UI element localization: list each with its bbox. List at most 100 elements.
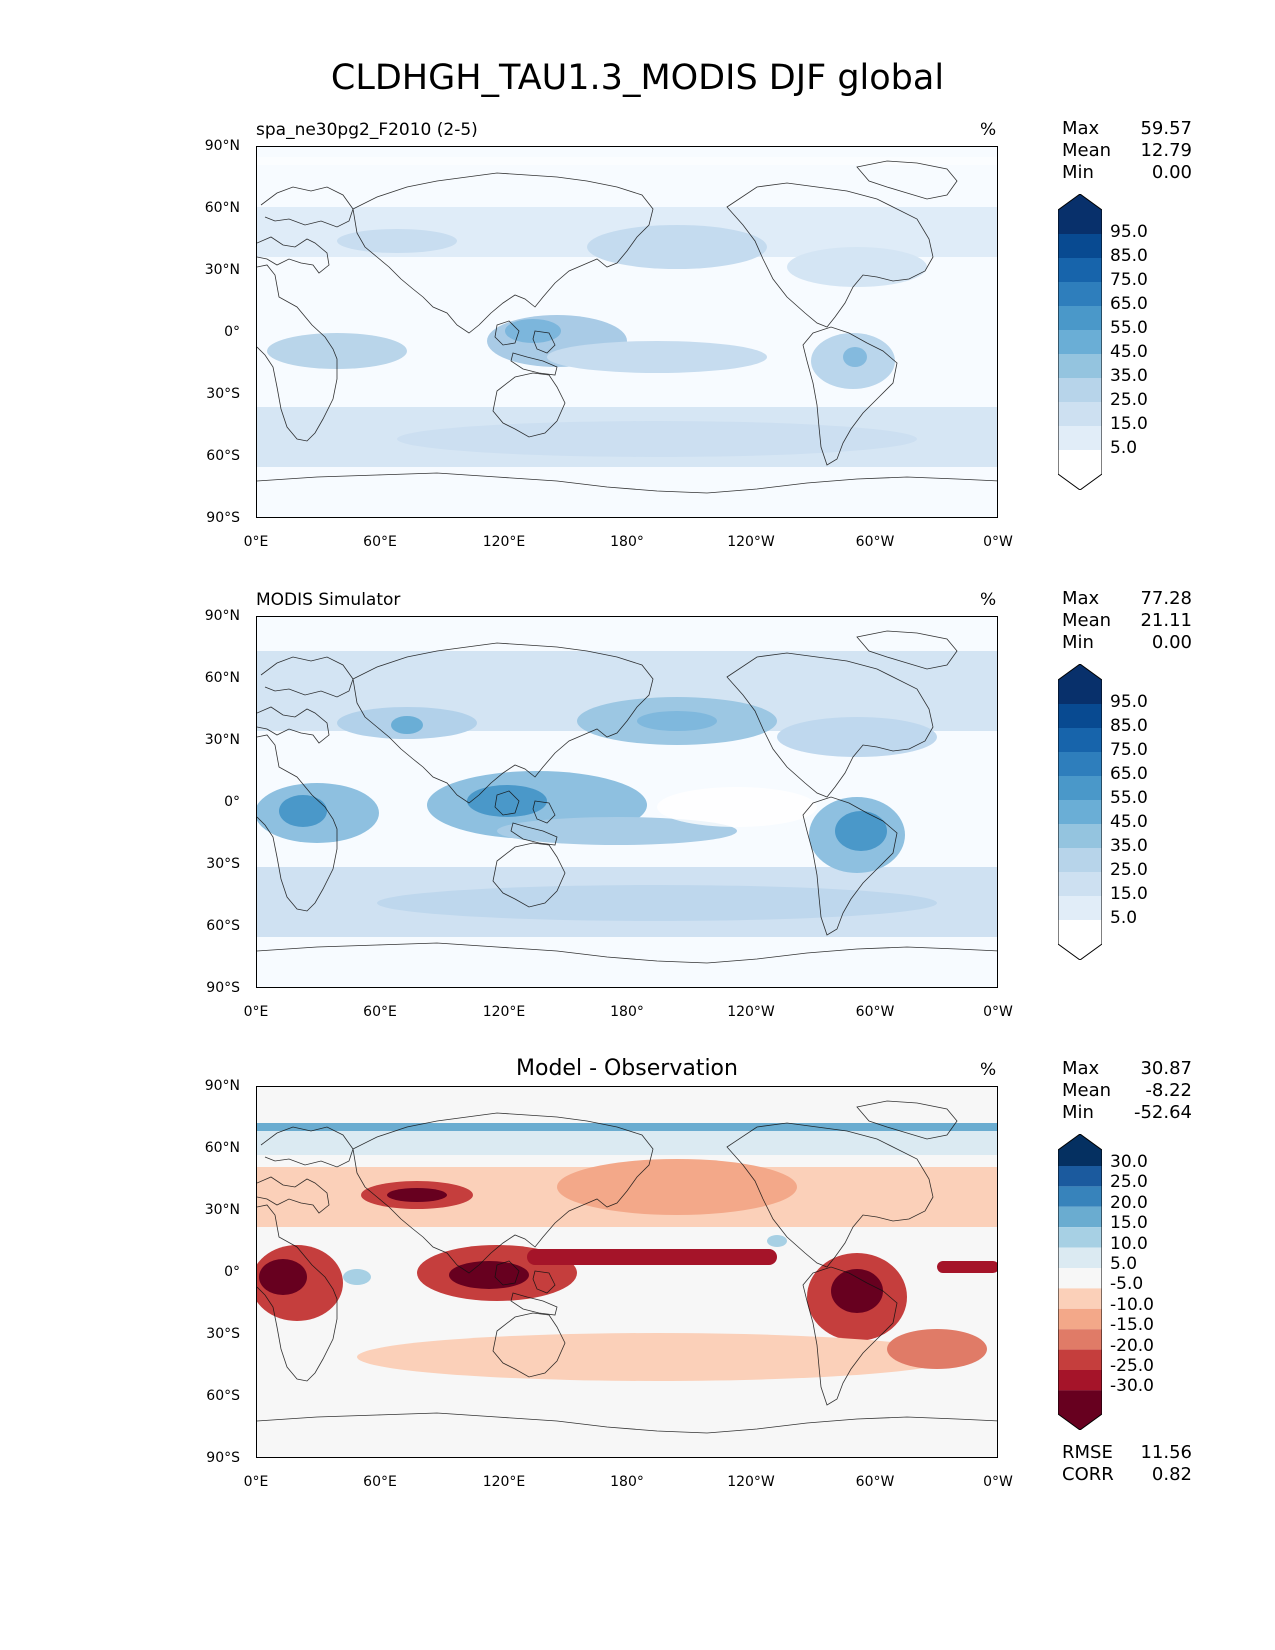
lat-label: 30°S [206,386,240,402]
stat-row: Min 0.00 [1062,632,1192,654]
colorbar-label: 95.0 [1110,222,1148,242]
lon-label: 120°E [482,1474,526,1490]
stat-label: Mean [1062,610,1112,631]
panel-observation: MODIS Simulator % 90°N 60°N 30°N [0,580,1275,1040]
colorbar-label: 25.0 [1110,390,1148,410]
lat-label: 60°S [206,918,240,934]
panel-difference-colorbar [1057,1133,1103,1434]
stat-row: Mean 21.11 [1062,610,1192,632]
colorbar-label: 15.0 [1110,884,1148,904]
colorbar-label: 75.0 [1110,740,1148,760]
colorbar-label: 30.0 [1110,1152,1148,1172]
lon-label: 0°W [983,1004,1013,1020]
stat-row: Max 30.87 [1062,1058,1192,1080]
lat-label: 30°S [206,1326,240,1342]
lon-label: 120°E [482,534,526,550]
stat-label: Max [1062,588,1100,609]
lat-label: 90°N [204,138,240,154]
stat-value: 77.28 [1140,588,1192,609]
lat-label: 30°N [204,262,240,278]
lon-label: 60°E [363,1474,397,1490]
lat-label: 90°S [206,1450,240,1466]
stat-value: 11.56 [1140,1442,1192,1463]
panel-observation-subtitle: MODIS Simulator [256,590,401,610]
figure-title: CLDHGH_TAU1.3_MODIS DJF global [330,58,945,98]
stat-value: 59.57 [1140,118,1192,139]
colorbar-label: -5.0 [1110,1274,1144,1294]
lon-label: 0°W [983,1474,1013,1490]
stat-row: RMSE 11.56 [1062,1442,1192,1464]
panel-difference-units: % [980,1060,997,1080]
lat-label: 60°N [204,1140,240,1156]
stat-row: CORR 0.82 [1062,1464,1192,1486]
lat-label: 90°S [206,510,240,526]
stat-value: 0.00 [1151,162,1192,183]
stat-label: Min [1062,162,1094,183]
stat-row: Max 77.28 [1062,588,1192,610]
stat-row: Mean 12.79 [1062,140,1192,162]
stat-label: Min [1062,632,1094,653]
colorbar-label: 35.0 [1110,836,1148,856]
lon-label: 60°E [363,1004,397,1020]
colorbar-label: -25.0 [1110,1356,1154,1376]
panel-difference-metrics: RMSE 11.56 CORR 0.82 [1062,1442,1192,1486]
lon-label: 180° [610,534,644,550]
stat-value: -52.64 [1133,1102,1192,1123]
panel-model-units: % [980,120,997,140]
lat-label: 60°N [204,670,240,686]
colorbar-label: 55.0 [1110,318,1148,338]
colorbar-label: 65.0 [1110,764,1148,784]
panel-observation-stats: Max 77.28 Mean 21.11 Min 0.00 [1062,588,1192,654]
lon-label: 120°W [727,1474,775,1490]
lat-label: 30°S [206,856,240,872]
stat-label: Max [1062,1058,1100,1079]
colorbar-label: -10.0 [1110,1295,1154,1315]
stat-row: Max 59.57 [1062,118,1192,140]
colorbar-label: 45.0 [1110,342,1148,362]
panel-model-map [256,146,998,518]
stat-row: Min -52.64 [1062,1102,1192,1124]
colorbar-label: 65.0 [1110,294,1148,314]
panel-model: spa_ne30pg2_F2010 (2-5) % 90°N 60°N 30°N… [0,110,1275,570]
stat-value: 0.00 [1151,632,1192,653]
stat-label: Mean [1062,140,1112,161]
stat-value: 12.79 [1140,140,1192,161]
stat-value: 30.87 [1140,1058,1192,1079]
lon-label: 60°W [855,534,895,550]
lon-label: 120°E [482,1004,526,1020]
colorbar-label: 25.0 [1110,1172,1148,1192]
lon-label: 0°W [983,534,1013,550]
stat-label: Mean [1062,1080,1112,1101]
colorbar-label: 85.0 [1110,246,1148,266]
stat-value: 21.11 [1140,610,1192,631]
colorbar-label: 55.0 [1110,788,1148,808]
stat-value: -8.22 [1145,1080,1192,1101]
colorbar-label: 35.0 [1110,366,1148,386]
colorbar-label: -15.0 [1110,1315,1154,1335]
stat-row: Mean -8.22 [1062,1080,1192,1102]
colorbar-label: 10.0 [1110,1234,1148,1254]
lat-label: 60°N [204,200,240,216]
stat-value: 0.82 [1151,1464,1192,1485]
panel-model-colorbar [1057,193,1103,494]
colorbar-label: 5.0 [1110,438,1138,458]
lat-label: 90°N [204,1078,240,1094]
stat-label: CORR [1062,1464,1114,1485]
lon-label: 0°E [243,1004,269,1020]
lon-label: 60°W [855,1474,895,1490]
colorbar-label: 5.0 [1110,1254,1138,1274]
panel-difference-map [256,1086,998,1458]
lat-label: 60°S [206,1388,240,1404]
lon-label: 0°E [243,534,269,550]
panel-observation-colorbar [1057,663,1103,964]
stat-row: Min 0.00 [1062,162,1192,184]
lat-label: 90°S [206,980,240,996]
lon-label: 60°W [855,1004,895,1020]
panel-difference-stats: Max 30.87 Mean -8.22 Min -52.64 [1062,1058,1192,1124]
lon-label: 60°E [363,534,397,550]
panel-model-stats: Max 59.57 Mean 12.79 Min 0.00 [1062,118,1192,184]
colorbar-label: 15.0 [1110,414,1148,434]
colorbar-label: 85.0 [1110,716,1148,736]
lon-label: 120°W [727,534,775,550]
stat-label: RMSE [1062,1442,1113,1463]
